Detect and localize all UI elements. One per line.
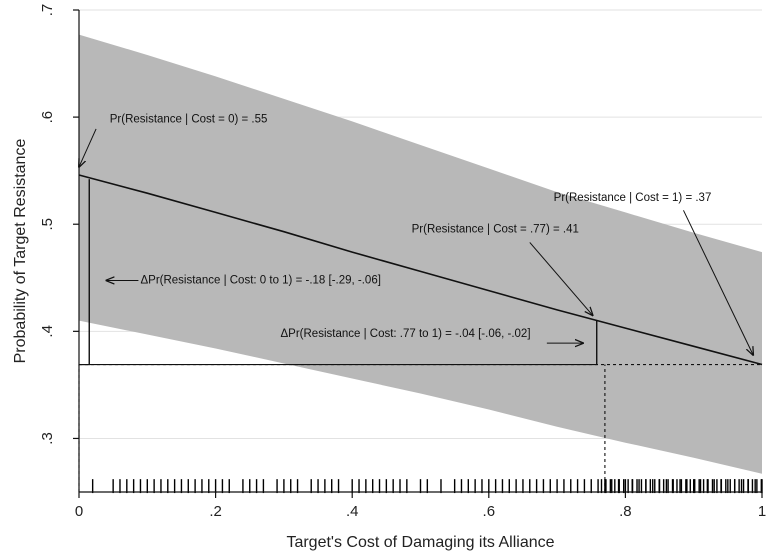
x-tick-label: 1	[758, 503, 766, 520]
axes: 0 .2 .4 .6 .8 1 .3 .4 .5 .6 .7	[39, 4, 766, 520]
annotation-ann3: Pr(Resistance | Cost = .77) = .41	[412, 223, 579, 235]
x-axis-title: Target's Cost of Damaging its Alliance	[286, 534, 554, 551]
y-tick-label: .5	[39, 218, 56, 231]
difference-brackets	[79, 179, 598, 366]
y-tick-label: .3	[39, 432, 56, 445]
x-tick-label: .6	[483, 503, 496, 520]
y-tick-label: .6	[39, 111, 56, 124]
x-tick-label: .4	[346, 503, 359, 520]
annotation-ann2: Pr(Resistance | Cost = 1) = .37	[554, 192, 712, 204]
confidence-band	[79, 34, 762, 474]
y-tick-label: .7	[39, 4, 56, 17]
x-tick-label: .2	[209, 503, 222, 520]
rug-plot	[91, 479, 763, 494]
prediction-line	[78, 174, 763, 366]
annotation-arrow-ann2	[683, 210, 753, 355]
y-tick-label: .4	[39, 325, 56, 338]
y-axis-title: Probability of Target Resistance	[12, 139, 29, 364]
annotation-ann1: Pr(Resistance | Cost = 0) = .55	[110, 113, 268, 125]
annotation-arrow-ann3	[529, 242, 593, 315]
annotation-ann4: ΔPr(Resistance | Cost: 0 to 1) = -.18 [-…	[140, 275, 380, 287]
annotations: Pr(Resistance | Cost = 0) = .55 Pr(Resist…	[79, 113, 753, 354]
x-tick-label: 0	[75, 503, 83, 520]
annotation-arrow-ann1	[79, 128, 97, 167]
annotation-ann5: ΔPr(Resistance | Cost: .77 to 1) = -.04 …	[280, 328, 530, 340]
x-tick-label: .8	[619, 503, 632, 520]
